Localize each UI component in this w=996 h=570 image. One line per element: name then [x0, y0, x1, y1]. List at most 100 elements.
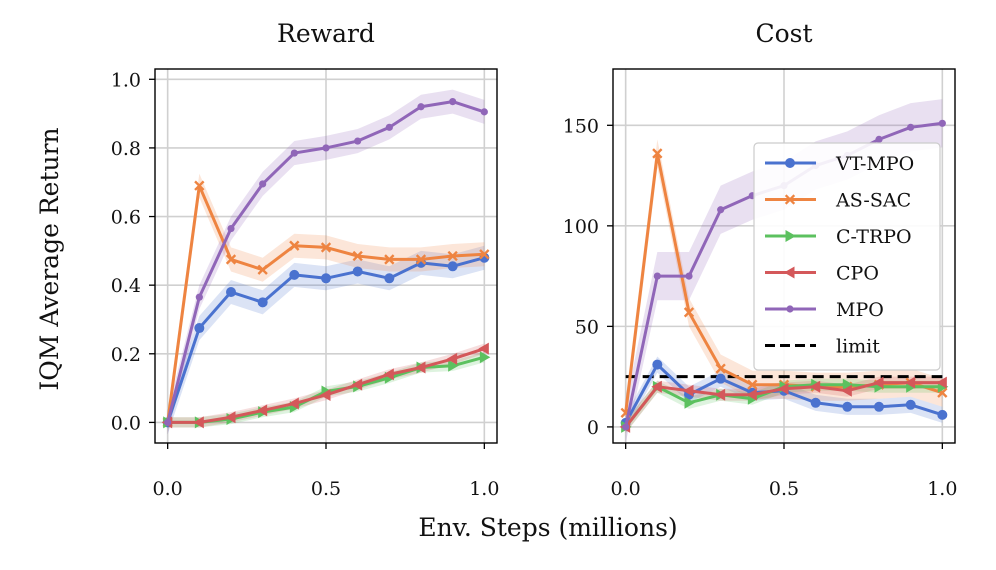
band-vt-mpo	[167, 245, 485, 435]
y-tick-label: 0.2	[111, 344, 141, 366]
y-tick-label: 1.0	[111, 69, 141, 91]
x-axis-label: Env. Steps (millions)	[418, 513, 677, 542]
data-point-cpo	[383, 368, 394, 381]
data-point-vt-mpo	[289, 269, 300, 280]
data-point-cpo	[936, 376, 947, 389]
data-point-vt-mpo	[194, 323, 205, 334]
y-tick-label: 50	[575, 316, 599, 338]
y-tick-label: 150	[563, 115, 599, 137]
x-tick-label: 0.5	[311, 478, 341, 500]
data-point-as-sac	[479, 249, 490, 260]
data-point-as-sac	[447, 250, 458, 262]
data-point-vt-mpo	[447, 261, 458, 272]
data-point-as-sac	[257, 264, 268, 275]
legend-label-limit: limit	[836, 336, 880, 358]
legend-marker-c-trpo	[785, 230, 796, 242]
data-point-c-trpo	[448, 359, 459, 372]
y-tick-label: 100	[563, 216, 599, 238]
y-axis-label: IQM Average Return	[35, 127, 64, 390]
x-tick-label: 0.0	[611, 478, 641, 500]
data-point-as-sac	[683, 307, 695, 318]
data-point-as-sac	[320, 242, 332, 253]
plot-area	[161, 89, 491, 435]
data-point-cpo	[746, 388, 757, 401]
data-point-mpo	[480, 108, 488, 116]
band-cpo	[625, 376, 943, 433]
data-point-cpo	[351, 378, 363, 391]
legend-label-vt-mpo: VT-MPO	[835, 153, 914, 175]
data-point-vt-mpo	[874, 401, 884, 412]
cost-title: Cost	[755, 19, 812, 48]
data-point-vt-mpo	[226, 287, 236, 298]
x-tick-label: 1.0	[927, 478, 957, 500]
data-point-cpo	[193, 416, 204, 429]
data-point-cpo	[778, 382, 789, 395]
data-point-cpo	[320, 388, 331, 401]
data-point-cpo	[841, 384, 852, 397]
data-point-vt-mpo	[810, 397, 821, 408]
legend-marker-mpo	[786, 305, 794, 313]
data-point-cpo	[651, 380, 662, 393]
data-point-mpo	[259, 180, 267, 188]
data-point-mpo	[449, 97, 457, 106]
legend-label-cpo: CPO	[836, 263, 879, 285]
legend: VT-MPO AS-SAC C-TRPO CPO MPO limit	[753, 142, 941, 371]
data-point-as-sac	[225, 254, 237, 265]
reward-panel: Reward 0.0 0.5 1.0 0.0 0.2 0.4 0.6 0.8 1.0	[111, 19, 500, 500]
data-point-mpo	[164, 418, 172, 427]
cost-panel: Cost 0.0 0.5 1.0 0 50 100 150 VT-MPO AS-SAC C-TRP…	[563, 19, 958, 500]
reward-title: Reward	[277, 19, 375, 48]
data-point-as-sac	[415, 254, 427, 265]
data-point-vt-mpo	[321, 273, 331, 284]
data-point-c-trpo	[684, 396, 695, 409]
data-point-vt-mpo	[842, 401, 853, 412]
data-point-vt-mpo	[652, 359, 663, 370]
x-tick-label: 0.5	[769, 478, 799, 500]
data-point-cpo	[683, 384, 694, 397]
x-tick-label: 1.0	[469, 478, 499, 500]
data-point-vt-mpo	[715, 373, 726, 384]
data-point-cpo	[904, 376, 916, 389]
y-tick-label: 0.8	[111, 138, 141, 160]
data-point-vt-mpo	[257, 297, 268, 308]
y-tick-label: 0	[587, 417, 599, 439]
data-point-c-trpo	[842, 378, 854, 391]
data-point-vt-mpo	[905, 399, 916, 410]
data-point-cpo	[446, 352, 458, 365]
legend-label-c-trpo: C-TRPO	[836, 226, 912, 248]
data-point-as-sac	[652, 148, 663, 159]
data-point-cpo	[873, 376, 884, 389]
legend-marker-cpo	[784, 266, 795, 279]
data-point-cpo	[478, 342, 489, 355]
data-point-mpo	[875, 135, 883, 143]
data-point-cpo	[225, 411, 236, 424]
data-point-mpo	[653, 272, 661, 280]
data-point-cpo	[714, 388, 726, 401]
legend-label-as-sac: AS-SAC	[835, 190, 911, 212]
band-mpo	[167, 89, 485, 435]
axes-frame	[612, 68, 956, 444]
y-tick-label: 0.6	[111, 207, 141, 229]
data-point-mpo	[385, 123, 393, 131]
data-point-as-sac	[289, 240, 300, 251]
legend-label-mpo: MPO	[836, 299, 884, 321]
axes-frame	[154, 68, 498, 444]
data-point-as-sac	[194, 180, 205, 191]
legend-marker-vt-mpo	[785, 158, 795, 168]
data-point-mpo	[354, 137, 362, 145]
data-point-mpo	[717, 206, 725, 214]
data-point-vt-mpo	[937, 409, 948, 420]
legend-marker-as-sac	[784, 194, 796, 205]
y-tick-label: 0.4	[111, 275, 141, 297]
data-point-as-sac	[384, 254, 395, 265]
data-point-mpo	[685, 272, 693, 280]
data-point-mpo	[322, 144, 330, 152]
data-point-mpo	[417, 103, 425, 111]
data-point-as-sac	[715, 363, 726, 374]
data-point-cpo	[288, 397, 299, 410]
data-point-vt-mpo	[384, 273, 395, 284]
data-point-mpo	[907, 123, 915, 131]
y-tick-label: 0.0	[111, 412, 141, 434]
data-point-mpo	[227, 224, 235, 233]
